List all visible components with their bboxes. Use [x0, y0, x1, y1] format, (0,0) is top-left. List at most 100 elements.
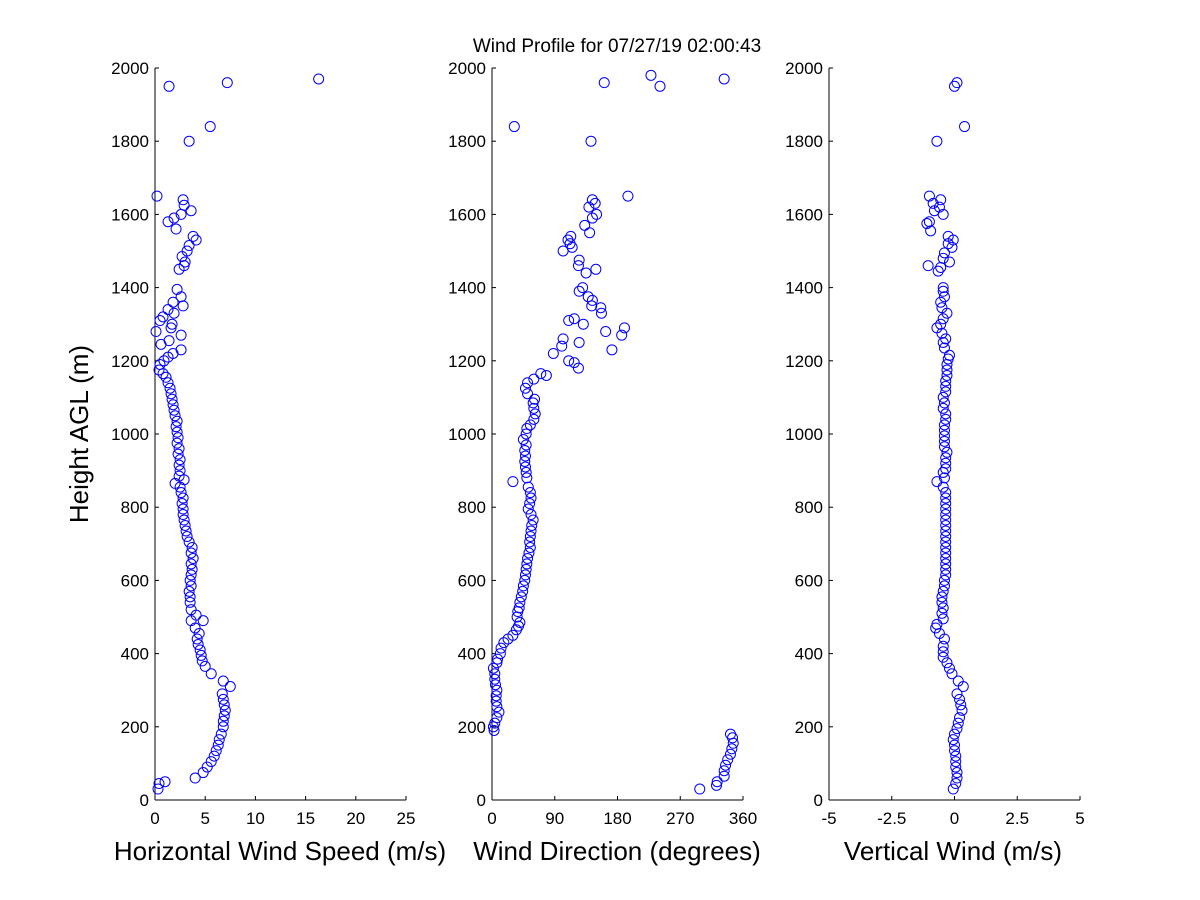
data-point-horizontal-speed	[175, 291, 187, 303]
data-point-horizontal-speed	[179, 520, 191, 531]
data-point-wind-direction	[519, 450, 531, 462]
data-point-vertical-wind	[950, 756, 962, 768]
data-point-wind-direction	[522, 377, 534, 389]
data-point-wind-direction	[590, 263, 602, 275]
data-point-wind-direction	[523, 547, 535, 559]
data-point-horizontal-speed	[176, 498, 188, 510]
data-point-horizontal-speed	[168, 404, 180, 416]
data-point-wind-direction	[595, 307, 607, 319]
data-point-wind-direction	[517, 580, 529, 592]
data-point-vertical-wind	[952, 675, 964, 687]
data-point-wind-direction	[492, 653, 504, 665]
data-point-wind-direction	[490, 690, 502, 702]
data-point-horizontal-speed	[175, 344, 187, 356]
data-point-vertical-wind	[940, 503, 952, 515]
x-tick-label: 10	[246, 809, 265, 828]
data-point-vertical-wind	[937, 391, 949, 403]
data-point-vertical-wind	[927, 197, 939, 209]
data-point-horizontal-speed	[153, 364, 165, 376]
data-point-wind-direction	[727, 732, 739, 744]
data-point-wind-direction	[577, 282, 589, 294]
data-point-vertical-wind	[940, 552, 952, 564]
data-point-vertical-wind	[940, 563, 952, 575]
data-point-horizontal-speed	[183, 135, 195, 147]
y-tick-label: 1800	[785, 132, 823, 151]
data-point-wind-direction	[562, 234, 574, 246]
data-point-horizontal-speed	[150, 326, 162, 338]
data-point-horizontal-speed	[217, 721, 229, 733]
data-point-wind-direction	[522, 481, 534, 493]
y-tick-label: 200	[795, 718, 823, 737]
data-point-wind-direction	[726, 743, 738, 755]
data-point-wind-direction	[507, 476, 519, 488]
data-point-vertical-wind	[949, 739, 960, 751]
y-tick-label: 1400	[785, 279, 823, 298]
data-point-wind-direction	[528, 402, 540, 414]
data-point-horizontal-speed	[205, 756, 217, 768]
data-point-wind-direction	[487, 662, 499, 674]
data-point-vertical-wind	[941, 446, 953, 458]
data-point-horizontal-speed	[204, 121, 216, 133]
x-tick-label: 0	[487, 809, 496, 828]
data-point-wind-direction	[524, 530, 536, 542]
data-point-wind-direction	[514, 596, 526, 608]
data-point-horizontal-speed	[213, 734, 225, 746]
data-point-wind-direction	[589, 197, 601, 209]
data-point-horizontal-speed	[212, 739, 224, 751]
data-point-horizontal-speed	[218, 699, 230, 711]
data-point-wind-direction	[519, 444, 531, 456]
data-point-wind-direction	[524, 498, 536, 510]
y-tick-label: 200	[458, 718, 486, 737]
y-tick-label: 1800	[111, 132, 149, 151]
data-point-horizontal-speed	[217, 693, 229, 705]
data-point-wind-direction	[572, 260, 584, 272]
data-point-horizontal-speed	[160, 371, 172, 383]
data-point-wind-direction	[517, 433, 529, 445]
data-point-horizontal-speed	[168, 307, 180, 319]
data-point-horizontal-speed	[183, 585, 195, 597]
data-point-wind-direction	[529, 408, 541, 420]
x-axis-label-horizontal-speed: Horizontal Wind Speed (m/s)	[114, 836, 446, 866]
data-point-wind-direction	[694, 783, 706, 795]
data-point-wind-direction	[489, 668, 501, 680]
data-point-vertical-wind	[956, 704, 968, 716]
data-point-horizontal-speed	[173, 470, 185, 482]
data-point-wind-direction	[591, 208, 603, 220]
data-point-wind-direction	[718, 770, 730, 782]
data-point-wind-direction	[519, 574, 531, 586]
y-tick-label: 1200	[448, 352, 486, 371]
data-point-vertical-wind	[941, 369, 953, 381]
data-point-horizontal-speed	[215, 728, 227, 740]
y-tick-label: 1800	[448, 132, 486, 151]
data-point-vertical-wind	[940, 530, 952, 542]
data-point-wind-direction	[519, 382, 531, 394]
data-point-wind-direction	[519, 461, 531, 473]
data-point-vertical-wind	[937, 651, 949, 663]
data-point-vertical-wind	[938, 419, 950, 431]
data-point-wind-direction	[527, 514, 539, 526]
data-point-vertical-wind	[952, 717, 964, 729]
data-point-horizontal-speed	[154, 358, 166, 370]
x-tick-label: 25	[397, 809, 416, 828]
data-point-horizontal-speed	[184, 591, 196, 603]
data-point-wind-direction	[645, 69, 657, 81]
data-point-wind-direction	[520, 439, 532, 451]
data-point-wind-direction	[522, 552, 534, 564]
y-tick-label: 1000	[785, 425, 823, 444]
data-point-vertical-wind	[922, 260, 934, 272]
data-point-wind-direction	[572, 362, 584, 374]
data-point-vertical-wind	[937, 466, 949, 478]
data-point-horizontal-speed	[194, 644, 206, 656]
data-point-vertical-wind	[935, 194, 947, 206]
data-point-vertical-wind	[940, 452, 952, 464]
y-tick-label: 1600	[785, 205, 823, 224]
data-point-vertical-wind	[923, 190, 935, 202]
data-point-vertical-wind	[931, 618, 943, 630]
data-point-horizontal-speed	[217, 675, 229, 687]
data-point-wind-direction	[718, 73, 730, 85]
data-point-horizontal-speed	[158, 355, 170, 367]
y-tick-label: 1400	[448, 279, 486, 298]
x-tick-label: 5	[1075, 809, 1084, 828]
data-point-vertical-wind	[937, 613, 949, 625]
data-point-vertical-wind	[950, 750, 962, 762]
